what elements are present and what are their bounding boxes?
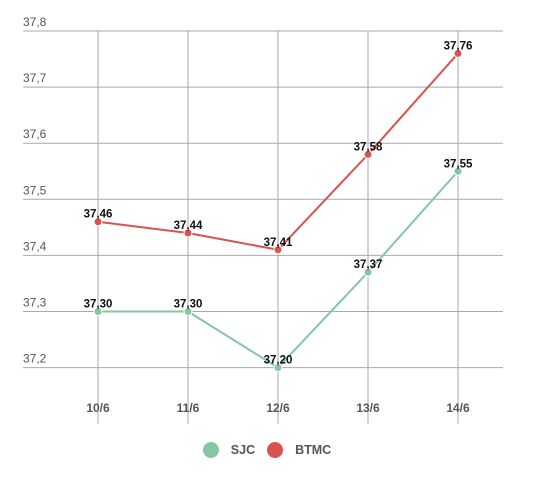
x-tick-label: 13/6	[356, 401, 380, 415]
legend-swatch-sjc	[202, 442, 219, 458]
data-point-btmc	[183, 228, 193, 238]
data-point-btmc	[363, 149, 373, 159]
x-tick-label: 12/6	[266, 401, 290, 415]
legend-label-sjc: SJC	[230, 443, 256, 457]
data-labels: 37,30 37,30 37,20 37,37 37,55 37,46 37,44 37,41…	[84, 40, 473, 366]
y-axis-ticks: 37,2 37,3 37,4 37,5 37,6 37,7 37,8	[23, 15, 47, 366]
data-label-sjc: 37,20	[264, 355, 293, 367]
data-point-sjc	[273, 363, 283, 373]
data-label-sjc: 37,37	[354, 259, 383, 271]
data-label-btmc: 37,58	[354, 141, 383, 153]
series-points	[93, 48, 463, 373]
y-tick-label: 37,4	[23, 239, 47, 253]
data-label-sjc: 37,55	[444, 158, 473, 170]
legend-item-btmc[interactable]: BTMC	[267, 442, 331, 458]
data-label-btmc: 37,41	[264, 237, 293, 249]
data-point-btmc	[273, 245, 283, 255]
data-point-sjc	[183, 307, 193, 316]
data-point-btmc	[453, 48, 463, 58]
data-point-btmc	[93, 217, 103, 227]
line-chart: 37,2 37,3 37,4 37,5 37,6 37,7 37,8 10/6 11/6 12/…	[23, 15, 503, 424]
legend-item-sjc[interactable]: SJC	[202, 442, 256, 458]
legend-label-btmc: BTMC	[295, 443, 332, 457]
y-tick-label: 37,8	[23, 15, 47, 29]
x-axis-ticks: 10/6 11/6 12/6 13/6 14/6	[86, 401, 470, 415]
data-label-btmc: 37,76	[444, 40, 473, 52]
data-point-sjc	[93, 307, 103, 316]
data-label-sjc: 37,30	[174, 299, 203, 311]
y-tick-label: 37,5	[23, 183, 47, 197]
x-tick-label: 11/6	[177, 401, 200, 415]
data-label-btmc: 37,44	[174, 220, 203, 232]
y-tick-label: 37,3	[23, 296, 47, 310]
y-tick-label: 37,7	[23, 71, 47, 85]
legend: SJC BTMC	[0, 438, 534, 462]
x-tick-label: 10/6	[86, 401, 110, 415]
data-point-sjc	[453, 166, 463, 176]
data-point-sjc	[363, 267, 373, 277]
y-tick-label: 37,2	[23, 352, 47, 366]
y-tick-label: 37,6	[23, 127, 47, 141]
data-label-sjc: 37,30	[84, 299, 113, 311]
x-tick-label: 14/6	[446, 401, 470, 415]
legend-swatch-btmc	[267, 442, 284, 458]
data-label-btmc: 37,46	[84, 209, 113, 221]
